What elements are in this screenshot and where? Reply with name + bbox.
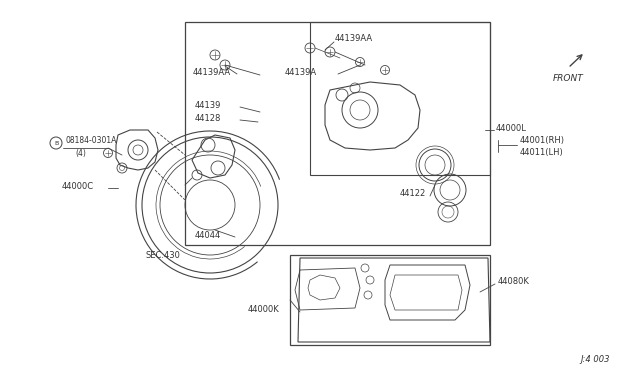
Text: 44139A: 44139A [285, 67, 317, 77]
Text: 44122: 44122 [400, 189, 426, 198]
Text: 44139AA: 44139AA [335, 33, 373, 42]
Text: (4): (4) [75, 148, 86, 157]
Text: 44139: 44139 [195, 100, 221, 109]
Text: 44080K: 44080K [498, 278, 530, 286]
Text: 44000K: 44000K [248, 305, 280, 314]
Text: FRONT: FRONT [553, 74, 584, 83]
Text: 44001(RH): 44001(RH) [520, 135, 565, 144]
Text: 08184-0301A: 08184-0301A [65, 135, 116, 144]
Text: 44000L: 44000L [496, 124, 527, 132]
Text: 44011(LH): 44011(LH) [520, 148, 564, 157]
Text: 44044: 44044 [195, 231, 221, 240]
Text: SEC.430: SEC.430 [145, 250, 180, 260]
Text: 44139AA: 44139AA [193, 67, 231, 77]
Text: 44000C: 44000C [62, 182, 94, 190]
Text: J:4 003: J:4 003 [580, 356, 609, 365]
Text: 44128: 44128 [195, 113, 221, 122]
Text: B: B [54, 141, 58, 145]
